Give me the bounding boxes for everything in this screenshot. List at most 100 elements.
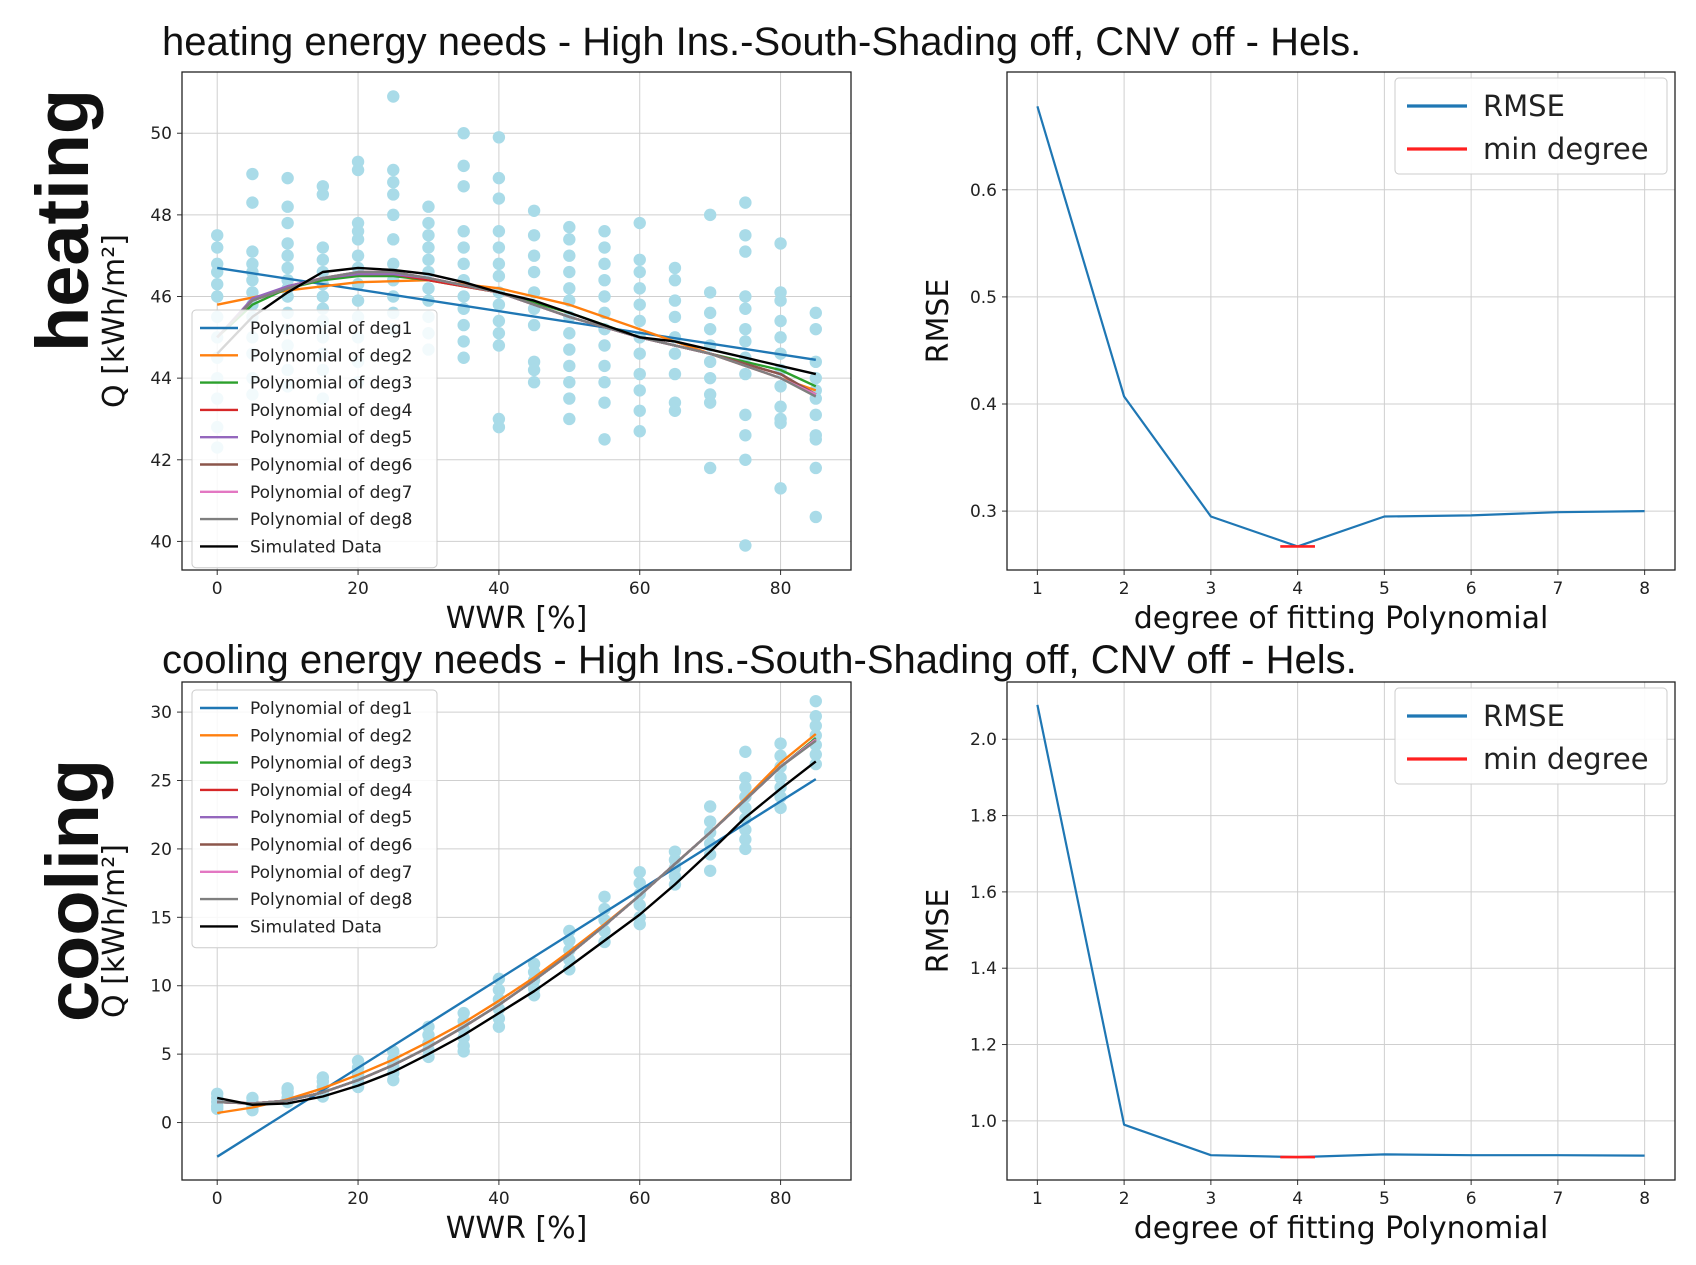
scatter-point: [703, 286, 717, 299]
scatter-point: [633, 425, 646, 438]
x-tick-label: 4: [1292, 1189, 1303, 1209]
scatter-point: [492, 983, 506, 997]
scatter-point: [774, 294, 787, 307]
y-tick-label: 42: [150, 451, 172, 471]
scatter-point: [387, 233, 400, 246]
y-tick-label: 5: [161, 1045, 172, 1065]
scatter-point: [563, 327, 576, 340]
scatter-point: [387, 90, 400, 103]
scatter-point: [739, 842, 752, 856]
scatter-point: [457, 290, 470, 303]
scatter-point: [774, 801, 787, 815]
scatter-point: [809, 371, 822, 385]
scatter-point: [809, 710, 822, 723]
scatter-point: [774, 416, 787, 430]
fit-curve-sim: [216, 266, 817, 376]
scatter-point: [739, 771, 752, 784]
scatter-point: [774, 771, 787, 784]
cooling-rmse-chart: 1 2 3 4 5 6 7 8 1.0 1.2 1.4 1.6 1.8 2.0 degree of fitt…: [921, 681, 1676, 1246]
scatter-point: [457, 335, 470, 348]
scatter-point: [492, 1020, 506, 1033]
scatter-point: [598, 902, 611, 916]
x-axis-label: degree of fitting Polynomial: [1134, 601, 1549, 636]
scatter-point: [563, 233, 576, 246]
scatter-point: [563, 376, 576, 389]
scatter-point: [563, 343, 576, 356]
scatter-point: [633, 367, 646, 381]
y-tick-label: 0.6: [970, 181, 997, 201]
legend-label: Polynomial of deg6: [250, 836, 412, 856]
scatter-point: [739, 335, 752, 348]
x-tick-label: 4: [1292, 579, 1303, 599]
y-tick-label: 44: [150, 369, 172, 389]
scatter-point: [351, 163, 365, 177]
scatter-point: [527, 376, 541, 389]
scatter-point: [668, 273, 682, 287]
scatter-point: [809, 510, 822, 524]
scatter-point: [598, 396, 611, 409]
x-tick-label: 2: [1119, 579, 1130, 599]
scatter-point: [809, 461, 822, 475]
scatter-point: [668, 310, 682, 324]
scatter-point: [633, 314, 646, 328]
scatter-point: [739, 302, 752, 315]
scatter-point: [774, 380, 787, 393]
fit-curve-deg8: [217, 739, 817, 1105]
scatter-point: [387, 188, 400, 201]
scatter-point: [739, 539, 752, 552]
scatter-point: [457, 1045, 470, 1058]
scatter-point: [739, 833, 752, 846]
scatter-point: [457, 318, 470, 332]
scatter-point: [211, 290, 224, 303]
y-tick-label: 40: [150, 532, 172, 552]
legend-label: min degree: [1483, 742, 1649, 776]
x-tick-label: 3: [1205, 1189, 1216, 1209]
plot-frame: [181, 71, 852, 571]
x-tick-label: 6: [1466, 1189, 1477, 1209]
legend-label: Polynomial of deg3: [250, 374, 412, 394]
cooling-suptitle: cooling energy needs - High Ins.-South-S…: [162, 638, 1357, 682]
legend-label: Polynomial of deg7: [250, 483, 412, 503]
scatter-point: [633, 876, 646, 890]
scatter-point: [598, 433, 611, 446]
heating-rmse-chart: 1 2 3 4 5 6 7 8 0.3 0.4 0.5 0.6 degree of fitting Po…: [921, 71, 1676, 636]
y-tick-label: 0.5: [970, 288, 997, 308]
scatter-point: [739, 322, 752, 336]
legend-label: Polynomial of deg6: [250, 456, 412, 476]
legend-label: Simulated Data: [250, 537, 382, 557]
scatter-point: [739, 367, 752, 381]
scatter-point: [739, 781, 752, 794]
x-tick-label: 8: [1639, 1189, 1650, 1209]
fit-curve-deg8: [216, 270, 817, 398]
scatter-point: [281, 171, 294, 185]
scatter-point: [563, 924, 576, 938]
scatter-point: [211, 278, 224, 291]
scatter-point: [739, 196, 752, 209]
y-tick-label: 30: [150, 703, 172, 723]
scatter-point: [387, 208, 400, 222]
scatter-point: [668, 347, 682, 360]
y-tick-label: 48: [150, 206, 172, 226]
scatter-point: [598, 890, 611, 903]
scatter-point: [316, 253, 330, 266]
scatter-point: [703, 848, 717, 861]
scatter-point: [563, 282, 576, 295]
scatter-point: [422, 229, 435, 242]
scatter-point: [809, 719, 822, 732]
scatter-point: [422, 282, 435, 295]
y-axis-label: Q [kWh/m²]: [97, 844, 132, 1018]
scatter-point: [492, 257, 506, 271]
scatter-point: [703, 396, 717, 409]
legend-label: Polynomial of deg1: [250, 319, 412, 339]
plot-frame: [181, 681, 852, 1181]
scatter-point: [668, 367, 682, 381]
scatter-point: [809, 355, 822, 369]
scatter-point: [422, 200, 435, 213]
x-tick-label: 20: [347, 579, 369, 599]
x-tick-label: 80: [770, 579, 792, 599]
legend-label: Simulated Data: [250, 917, 382, 937]
scatter-point: [633, 898, 646, 912]
scatter-point: [739, 429, 752, 442]
scatter-point: [422, 241, 435, 254]
scatter-point: [492, 224, 506, 238]
